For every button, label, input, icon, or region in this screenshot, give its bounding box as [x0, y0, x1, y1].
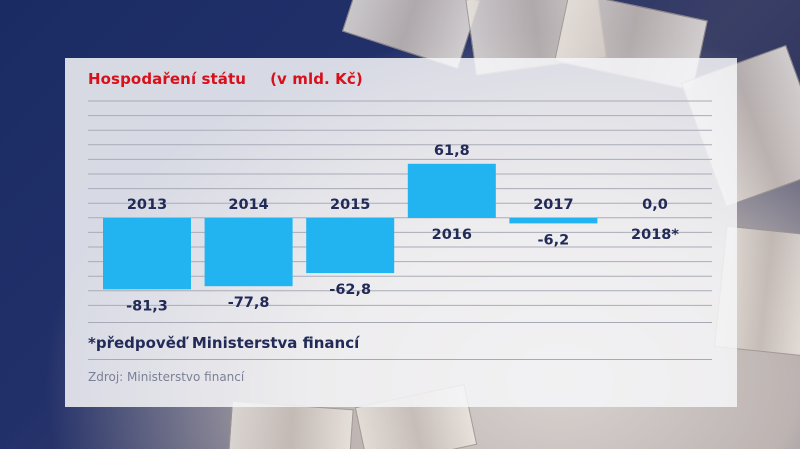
bar-2014 [204, 218, 293, 287]
bar-2017 [509, 218, 598, 224]
divider-top [88, 322, 712, 323]
title-text: Hospodaření státu [88, 70, 247, 88]
value-label: 0,0 [642, 197, 668, 213]
category-label: 2016 [432, 227, 472, 243]
value-label: -6,2 [538, 232, 570, 248]
bar-2016 [407, 163, 496, 218]
bar-2015 [306, 218, 395, 274]
divider-bottom [88, 359, 712, 360]
value-label: -77,8 [228, 295, 270, 311]
value-label: 61,8 [434, 143, 470, 159]
category-label: 2018* [631, 227, 679, 243]
bar-2013 [103, 218, 191, 290]
category-label: 2015 [330, 197, 370, 213]
category-label: 2017 [533, 197, 573, 213]
category-label: 2014 [228, 197, 268, 213]
value-label: -62,8 [329, 282, 371, 298]
unit-label: (v mld. Kč) [270, 70, 363, 88]
footnote: *předpověď Ministerstva financí [88, 334, 360, 352]
category-label: 2013 [127, 197, 167, 213]
source-label: Zdroj: Ministerstvo financí [88, 370, 245, 384]
value-label: -81,3 [126, 298, 168, 314]
chart-title: Hospodaření státu (v mld. Kč) [88, 70, 363, 88]
